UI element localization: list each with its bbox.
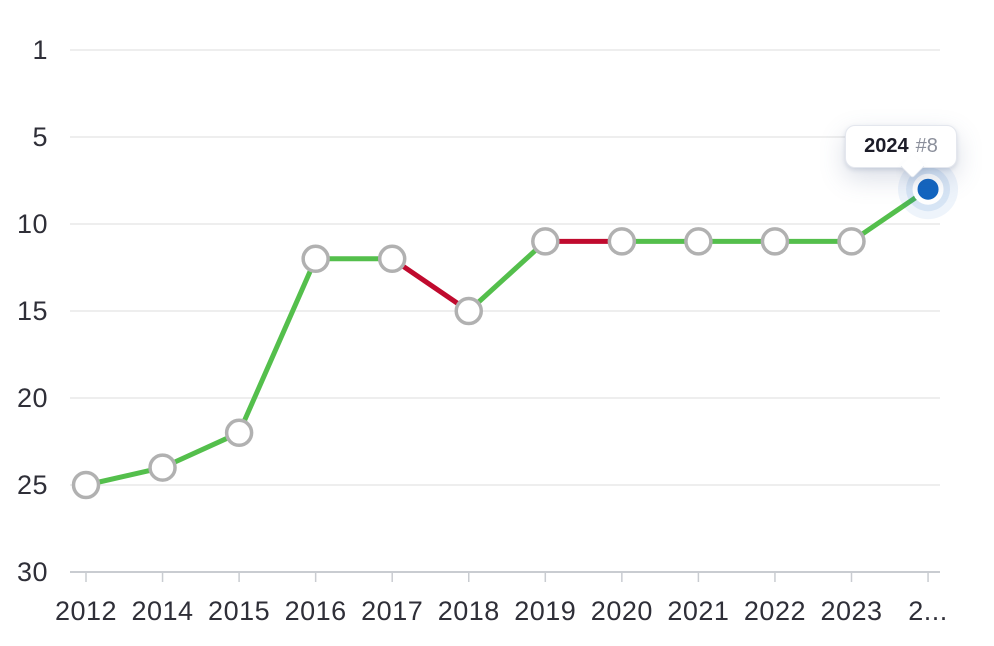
data-point[interactable] — [684, 227, 713, 256]
data-point[interactable] — [454, 296, 483, 326]
y-axis-label: 20 — [17, 383, 48, 413]
data-point[interactable] — [837, 227, 866, 256]
y-axis-label: 10 — [17, 209, 48, 239]
data-point[interactable] — [607, 227, 637, 256]
line-segment-up — [466, 238, 548, 314]
x-axis-label: 2017 — [361, 596, 423, 626]
x-axis-label: 2020 — [591, 596, 653, 626]
data-point[interactable] — [377, 244, 407, 274]
x-axis-label: 2018 — [438, 596, 500, 626]
x-axis-label: 2021 — [667, 596, 729, 626]
active-point[interactable] — [912, 173, 944, 205]
x-axis-label: 2019 — [514, 596, 576, 626]
data-point[interactable] — [224, 418, 254, 448]
data-point[interactable] — [301, 244, 330, 274]
y-axis-label: 5 — [32, 122, 48, 152]
data-point[interactable] — [71, 470, 101, 500]
x-axis-label: 2014 — [132, 596, 194, 626]
x-axis-label: 2015 — [208, 596, 270, 626]
line-segment-up — [236, 256, 319, 436]
tooltip-year: 2024 — [864, 135, 909, 157]
data-point[interactable] — [148, 453, 177, 482]
x-axis-label: 2... — [908, 596, 948, 626]
y-axis-label: 1 — [32, 35, 48, 65]
y-axis-label: 30 — [17, 557, 48, 587]
data-point-markers — [71, 159, 959, 500]
x-axis-label: 2012 — [55, 596, 117, 626]
data-point[interactable] — [531, 227, 560, 256]
gridlines — [70, 49, 940, 573]
x-axis-labels: 2012 2014 2015 2016 2017 2018 2019 2020 2021 2022… — [55, 596, 948, 626]
rank-line — [83, 186, 931, 488]
x-axis-tick-marks — [85, 572, 929, 582]
data-point[interactable] — [760, 227, 790, 256]
line-segment-down — [389, 256, 472, 314]
x-axis-label: 2016 — [285, 596, 347, 626]
tooltip-rank: #8 — [915, 135, 938, 157]
x-axis-label: 2023 — [820, 596, 882, 626]
y-axis-label: 15 — [17, 296, 48, 326]
tooltip: 2024 #8 — [845, 125, 957, 179]
y-axis-label: 25 — [17, 470, 48, 500]
x-axis-label: 2022 — [744, 596, 806, 626]
